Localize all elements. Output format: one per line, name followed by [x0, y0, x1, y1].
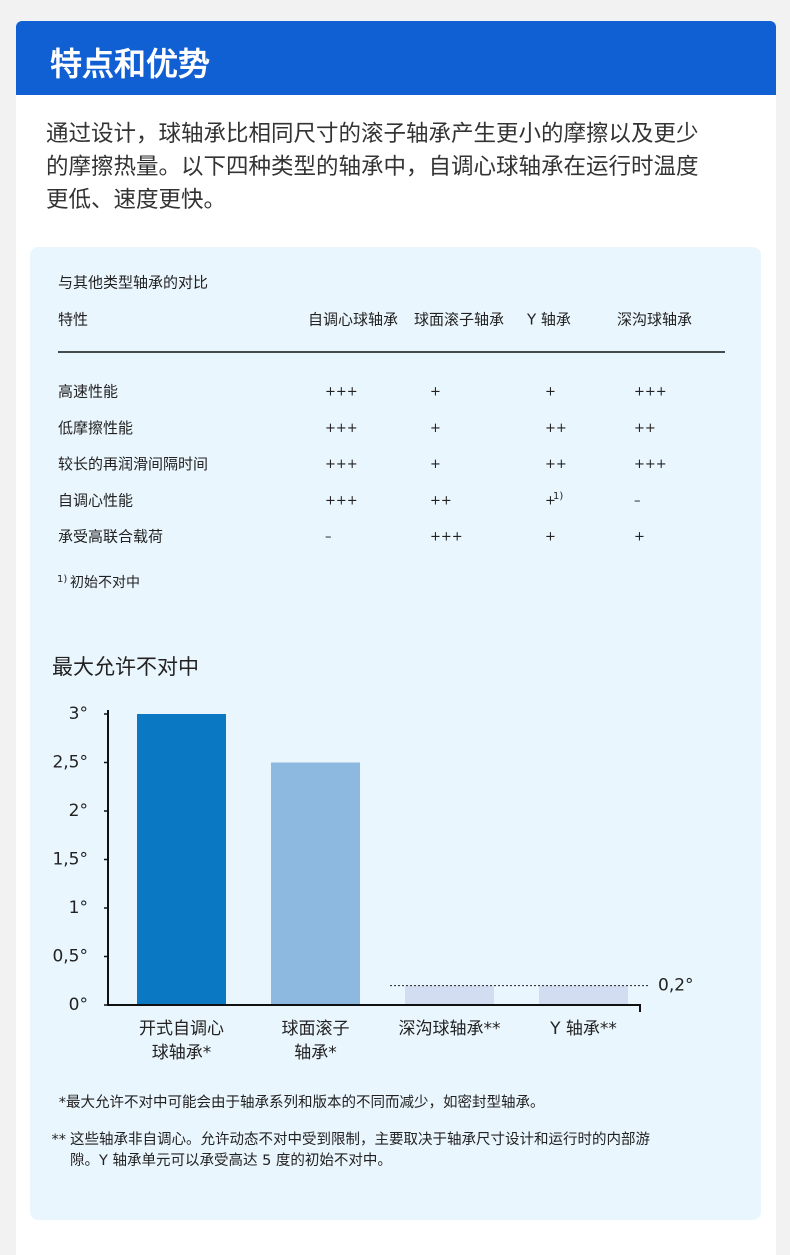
table-cell: 自调心性能	[58, 491, 133, 509]
header-bar: 特点和优势	[16, 21, 776, 95]
table-cell: +	[545, 385, 556, 400]
note-text: 最大允许不对中可能会由于轴承系列和版本的不同而减少，如密封型轴承。	[66, 1095, 545, 1111]
annotation-label: 0,2°	[658, 976, 694, 996]
y-tick-label: 1,5°	[52, 850, 88, 870]
column-header: Y 轴承	[526, 311, 571, 329]
column-header: 自调心球轴承	[308, 311, 398, 329]
table-cell: 较长的再润滑间隔时间	[58, 455, 208, 473]
y-tick-label: 1°	[69, 898, 88, 918]
table-cell: 承受高联合载荷	[58, 528, 163, 546]
bar	[271, 762, 360, 1005]
table-cell: +	[430, 421, 441, 436]
table-cell: +++	[325, 421, 358, 436]
table-cell: 高速性能	[58, 383, 118, 401]
table-cell: ++	[545, 421, 567, 436]
x-tick-label: 球面滚子轴承*	[282, 1019, 350, 1063]
table-cell: ++	[430, 493, 452, 508]
footnote-ref: 1)	[553, 491, 563, 502]
y-tick-label: 3°	[69, 704, 88, 724]
table-caption: 与其他类型轴承的对比	[58, 274, 208, 292]
x-tick-label: Y 轴承**	[549, 1019, 617, 1039]
y-tick-label: 0°	[69, 995, 88, 1015]
intro-text: 通过设计，球轴承比相同尺寸的滚子轴承产生更小的摩擦以及更少的摩擦热量。以下四种类…	[46, 121, 699, 213]
column-header: 特性	[58, 311, 88, 329]
table-cell: ++	[634, 421, 656, 436]
footnote-mark: 1)	[57, 574, 67, 585]
table-cell: +++	[634, 385, 667, 400]
bar	[137, 714, 226, 1005]
table-cell: 低摩擦性能	[58, 419, 133, 437]
table-cell: +	[430, 457, 441, 472]
table-cell: +	[545, 530, 556, 545]
note-mark: **	[51, 1132, 67, 1148]
bar	[405, 985, 494, 1005]
y-tick-label: 0,5°	[52, 947, 88, 967]
x-tick-label: 深沟球轴承**	[399, 1019, 501, 1039]
table-cell: +++	[325, 385, 358, 400]
y-tick-label: 2°	[69, 801, 88, 821]
note-mark: *	[58, 1095, 66, 1111]
column-header: 深沟球轴承	[617, 311, 692, 329]
x-tick-label: 开式自调心球轴承*	[139, 1019, 224, 1063]
table-cell: –	[325, 530, 332, 545]
bar	[539, 985, 628, 1005]
note: * 最大允许不对中可能会由于轴承系列和版本的不同而减少，如密封型轴承。	[48, 1093, 666, 1114]
table-cell: +++	[430, 530, 463, 545]
note: ** 这些轴承非自调心。允许动态不对中受到限制，主要取决于轴承尺寸设计和运行时的内…	[48, 1130, 660, 1172]
header-title: 特点和优势	[50, 45, 211, 83]
chart-title: 最大允许不对中	[52, 655, 199, 679]
table-cell: +	[545, 493, 556, 508]
table-cell: +	[634, 530, 645, 545]
table-cell: +	[430, 385, 441, 400]
table-cell: +++	[325, 457, 358, 472]
table-cell: +++	[325, 493, 358, 508]
y-tick-label: 2,5°	[52, 753, 88, 773]
table-cell: –	[634, 493, 641, 508]
footnote-text: 初始不对中	[70, 574, 140, 591]
table-cell: ++	[545, 457, 567, 472]
column-header: 球面滚子轴承	[414, 311, 504, 329]
table-cell: +++	[634, 457, 667, 472]
note-text: 这些轴承非自调心。允许动态不对中受到限制，主要取决于轴承尺寸设计和运行时的内部游…	[70, 1132, 650, 1169]
